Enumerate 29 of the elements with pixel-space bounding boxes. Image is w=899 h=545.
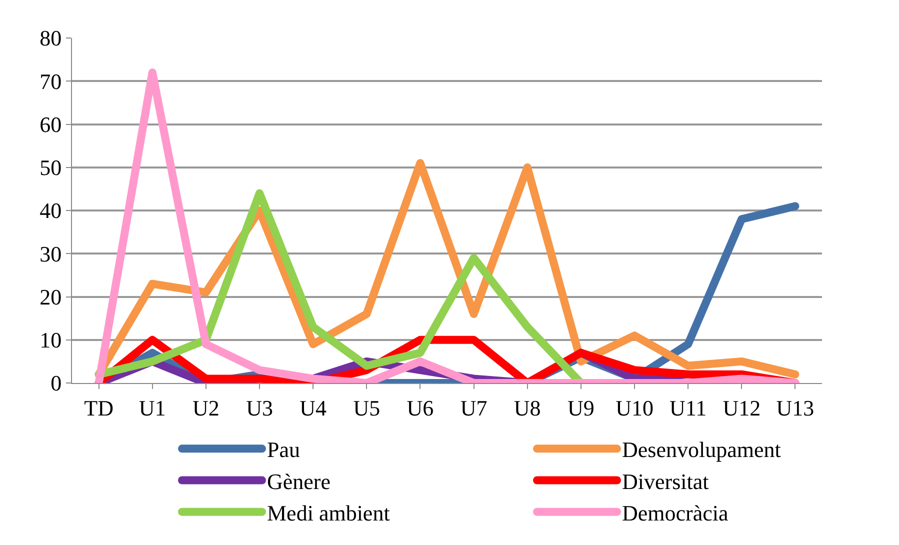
y-tick-label: 0 (50, 370, 62, 396)
x-tick-label: U1 (138, 395, 166, 420)
legend-label: Diversitat (622, 468, 709, 494)
x-tick-label: U5 (353, 395, 380, 420)
x-tick-label: U13 (776, 395, 814, 420)
x-tick-label: U3 (246, 395, 273, 420)
y-tick-label: 80 (40, 26, 62, 51)
legend-label: Medi ambient (267, 500, 390, 526)
y-tick-label: 20 (40, 284, 62, 310)
x-tick-label: U6 (406, 395, 434, 420)
y-tick-label: 70 (40, 68, 62, 94)
x-tick-label: U4 (300, 395, 327, 420)
legend-label: Pau (267, 437, 300, 462)
x-tick-label: U12 (722, 395, 761, 420)
y-tick-label: 60 (40, 112, 62, 137)
x-tick-label: TD (84, 395, 114, 420)
x-tick-label: U10 (616, 395, 654, 420)
x-tick-label: U11 (670, 395, 707, 420)
legend-label: Desenvolupament (622, 437, 781, 462)
y-tick-label: 10 (40, 328, 62, 353)
y-tick-label: 40 (40, 198, 62, 224)
y-tick-label: 30 (40, 241, 62, 266)
x-tick-label: U8 (514, 395, 541, 420)
legend-label: Democràcia (622, 500, 728, 526)
x-tick-label: U7 (460, 395, 488, 420)
x-tick-label: U9 (567, 395, 594, 420)
legend-label: Gènere (267, 468, 331, 494)
y-tick-label: 50 (40, 155, 62, 180)
x-tick-label: U2 (192, 395, 220, 420)
